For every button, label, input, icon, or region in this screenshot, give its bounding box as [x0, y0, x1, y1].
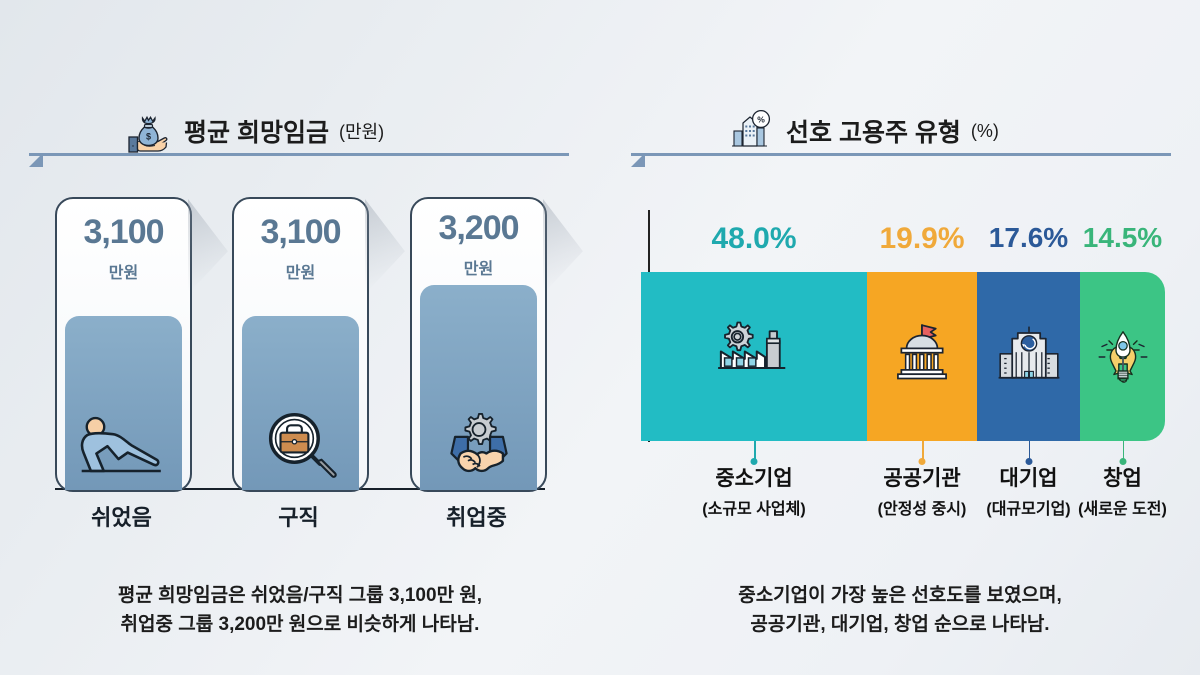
- svg-text:%: %: [757, 115, 765, 125]
- svg-text:$: $: [146, 132, 151, 142]
